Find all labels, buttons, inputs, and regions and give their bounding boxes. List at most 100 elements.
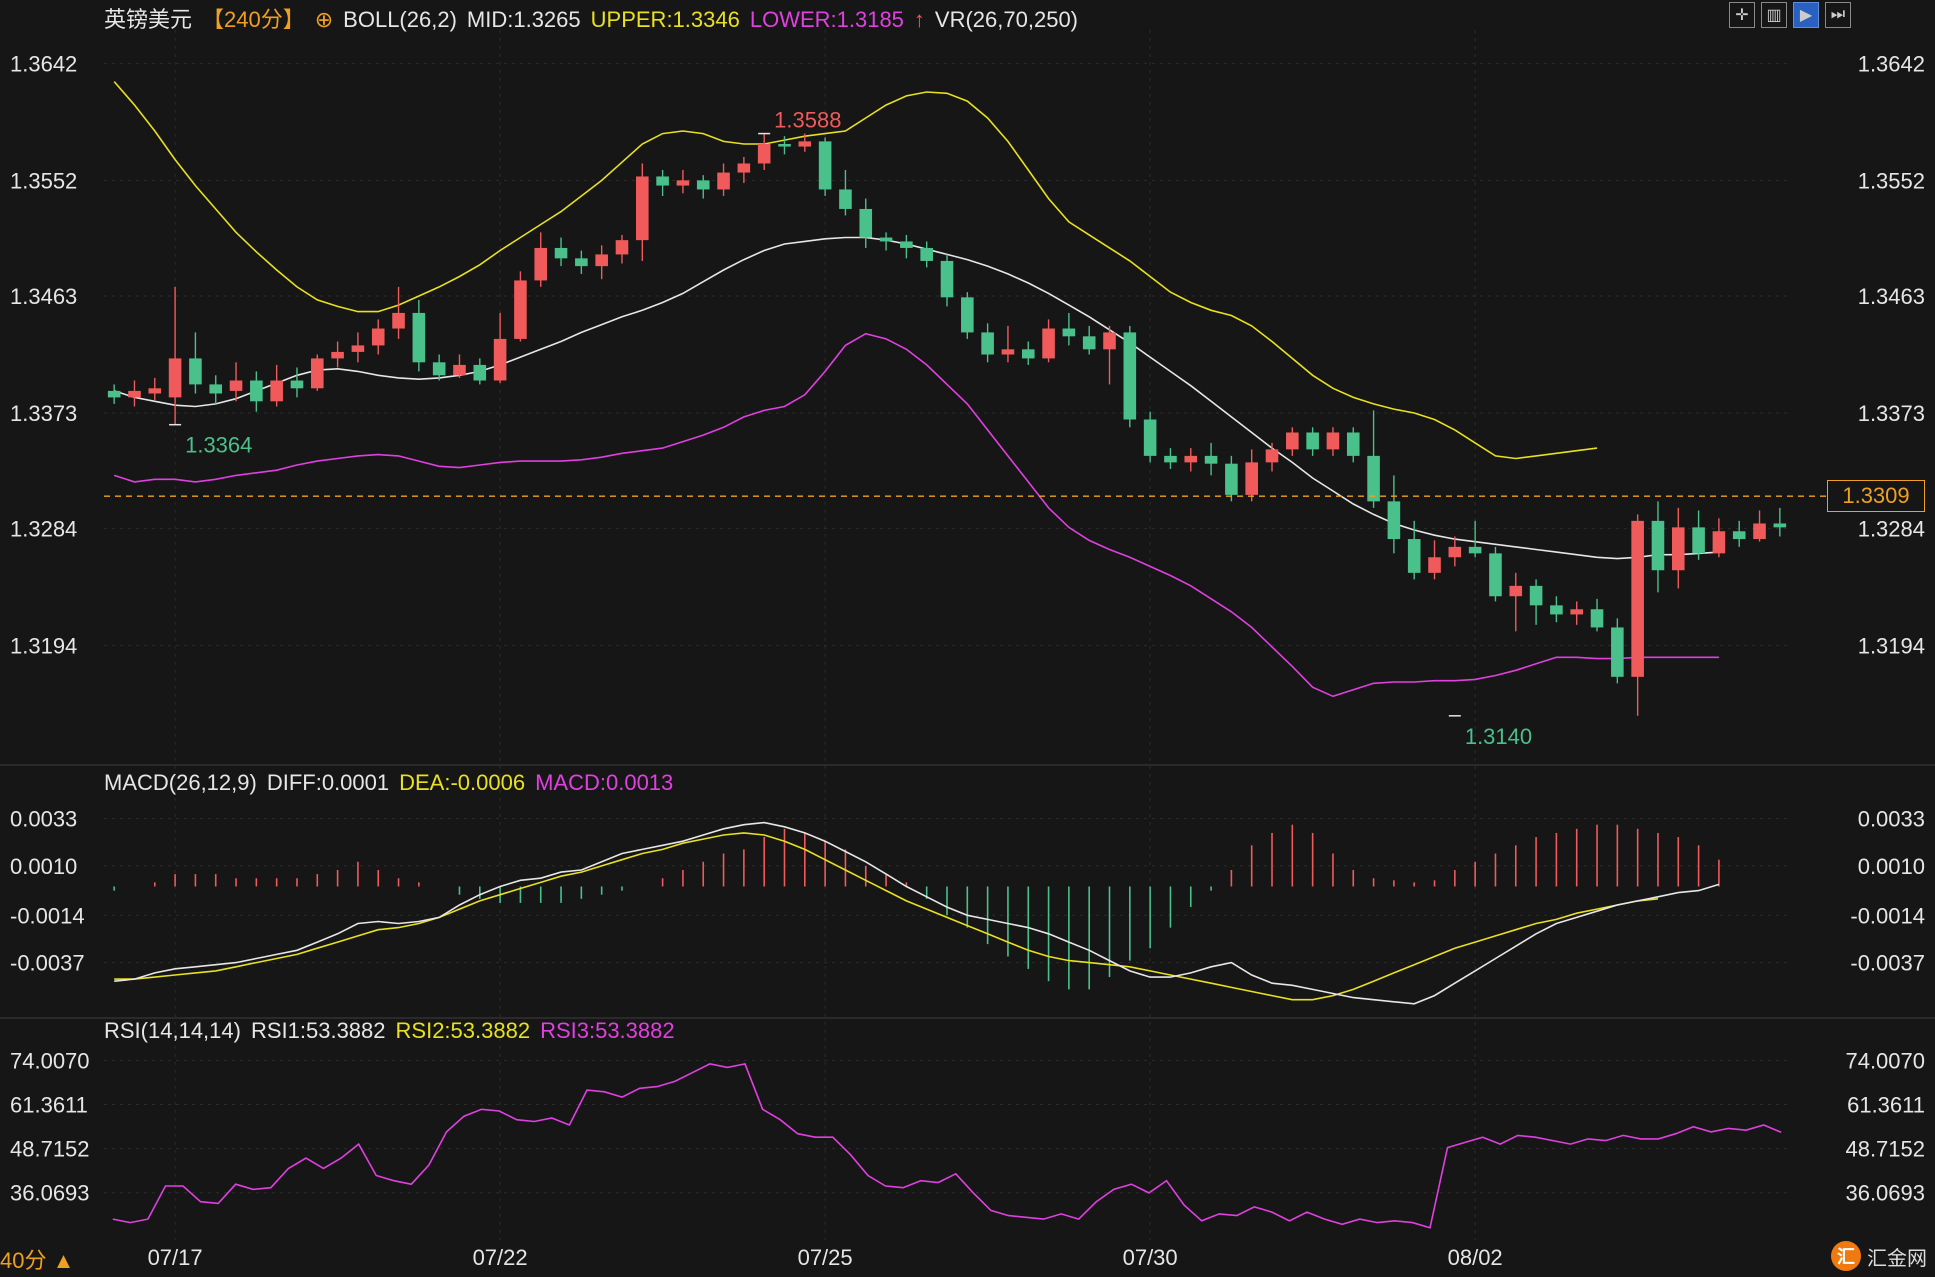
price-y-tick-right: 1.3642 — [1858, 51, 1925, 76]
boll-lower-value: LOWER:1.3185 — [749, 7, 904, 32]
candle-body — [615, 240, 629, 255]
candle-body — [1306, 432, 1319, 450]
candle-body — [250, 380, 263, 402]
price-y-tick-right: 1.3284 — [1858, 517, 1925, 542]
candle-body — [1448, 546, 1462, 558]
candle-body — [392, 312, 405, 329]
candle-body — [1021, 349, 1035, 359]
rsi-y-tick-left: 48.7152 — [10, 1137, 90, 1162]
candle-body — [1103, 332, 1116, 350]
candle-body — [1367, 455, 1380, 502]
period-selector[interactable]: 【240分】 — [202, 7, 305, 32]
candle-body — [128, 390, 141, 398]
play-icon[interactable]: ▶ — [1793, 2, 1819, 28]
candle-body — [1062, 328, 1076, 337]
candle-body — [453, 364, 466, 376]
boll-indicator-label[interactable]: BOLL(26,2) — [343, 7, 457, 32]
candle-body — [189, 358, 202, 385]
macd-diff-line — [114, 821, 1720, 1005]
candle-body — [290, 380, 304, 389]
extreme-label: 1.3588 — [774, 108, 841, 133]
candle-body — [331, 351, 344, 359]
candle-body — [900, 241, 913, 248]
candle-body — [554, 247, 568, 259]
candle-body — [1651, 520, 1665, 571]
crosshair-icon[interactable]: ✛ — [1729, 2, 1755, 28]
candle-body — [595, 254, 608, 267]
rsi-y-tick-left: 36.0693 — [10, 1181, 90, 1206]
logo-text: 汇金网 — [1867, 1247, 1927, 1270]
current-price-tag: 1.3309 — [1827, 480, 1925, 513]
macd-y-tick-left: 0.0033 — [10, 807, 77, 832]
rsi2-value: RSI2:53.3882 — [395, 1018, 531, 1043]
candle-body — [209, 384, 223, 394]
candle-body — [575, 258, 588, 267]
price-panel-header: 英镑美元 【240分】 ⊕ BOLL(26,2) MID:1.3265 UPPER:1.3… — [104, 2, 1088, 34]
candle-body — [1671, 527, 1685, 571]
rsi-line — [112, 1062, 1782, 1229]
candle-body — [1326, 432, 1340, 450]
boll-upper-line — [113, 81, 1598, 460]
candle-body — [412, 312, 426, 363]
skip-icon[interactable]: ⏭ — [1825, 2, 1851, 28]
macd-y-tick-right: 0.0033 — [1858, 807, 1925, 832]
macd-panel-header: MACD(26,12,9) DIFF:0.0001 DEA:-0.0006 MACD:… — [104, 770, 683, 796]
candle-body — [961, 297, 974, 333]
arrow-up-icon: ↑ — [913, 7, 925, 32]
candle-body — [676, 180, 690, 186]
price-y-tick-left: 1.3284 — [10, 517, 77, 542]
macd-diff-value: DIFF:0.0001 — [266, 770, 390, 795]
candle-body — [1550, 605, 1563, 615]
candle-body — [1001, 349, 1015, 355]
candle-body — [1590, 609, 1604, 628]
candle-body — [981, 332, 994, 355]
candle-body — [1570, 609, 1584, 615]
candle-body — [757, 143, 771, 164]
candle-body — [534, 247, 548, 281]
candle-body — [1489, 553, 1502, 597]
symbol-name[interactable]: 英镑美元 — [104, 7, 193, 32]
candle-body — [1712, 531, 1726, 554]
candle-body — [168, 358, 182, 398]
candle-body — [940, 260, 954, 298]
vr-indicator-label[interactable]: VR(26,70,250) — [934, 7, 1079, 32]
candle-body — [818, 141, 832, 190]
price-y-tick-left: 1.3463 — [10, 284, 77, 309]
candle-body — [879, 237, 893, 242]
period-switch[interactable]: 40分 ▲ — [0, 1248, 75, 1273]
rsi-title[interactable]: RSI(14,14,14) — [104, 1018, 241, 1043]
candle-body — [1184, 455, 1198, 463]
candle-body — [493, 338, 507, 381]
rsi-panel-header: RSI(14,14,14) RSI1:53.3882 RSI2:53.3882 RSI… — [104, 1018, 685, 1044]
candle-body — [1407, 539, 1421, 573]
settings-icon[interactable]: ⊕ — [314, 7, 334, 32]
price-y-tick-right: 1.3552 — [1858, 168, 1925, 193]
candle-body — [636, 176, 649, 241]
candle-body — [1428, 557, 1441, 573]
boll-lower-line — [113, 332, 1719, 698]
site-logo: 汇 汇金网 — [1831, 1241, 1927, 1271]
macd-y-tick-right: -0.0014 — [1850, 903, 1925, 928]
candle-body — [839, 189, 852, 209]
candle-body — [778, 143, 791, 147]
bar-chart-icon[interactable]: ▥ — [1761, 2, 1787, 28]
boll-upper-value: UPPER:1.3346 — [590, 7, 740, 32]
rsi-y-tick-left: 74.0070 — [10, 1048, 90, 1073]
candle-body — [1387, 501, 1401, 540]
candle-body — [148, 388, 162, 394]
rsi-y-tick-right: 48.7152 — [1845, 1137, 1925, 1162]
macd-y-tick-left: -0.0014 — [10, 903, 85, 928]
x-tick-label: 08/02 — [1448, 1245, 1503, 1270]
candle-body — [1286, 432, 1299, 450]
chart-toolbar: ✛ ▥ ▶ ⏭ — [1729, 2, 1851, 28]
candle-body — [717, 172, 730, 190]
macd-y-tick-left: -0.0037 — [10, 951, 85, 976]
price-y-tick-right: 1.3463 — [1858, 284, 1925, 309]
candle-body — [1164, 455, 1177, 463]
macd-y-tick-right: -0.0037 — [1850, 951, 1925, 976]
macd-title[interactable]: MACD(26,12,9) — [104, 770, 257, 795]
x-tick-label: 07/17 — [148, 1245, 203, 1270]
price-y-tick-left: 1.3552 — [10, 168, 77, 193]
candle-body — [371, 328, 385, 346]
candle-body — [310, 358, 324, 389]
